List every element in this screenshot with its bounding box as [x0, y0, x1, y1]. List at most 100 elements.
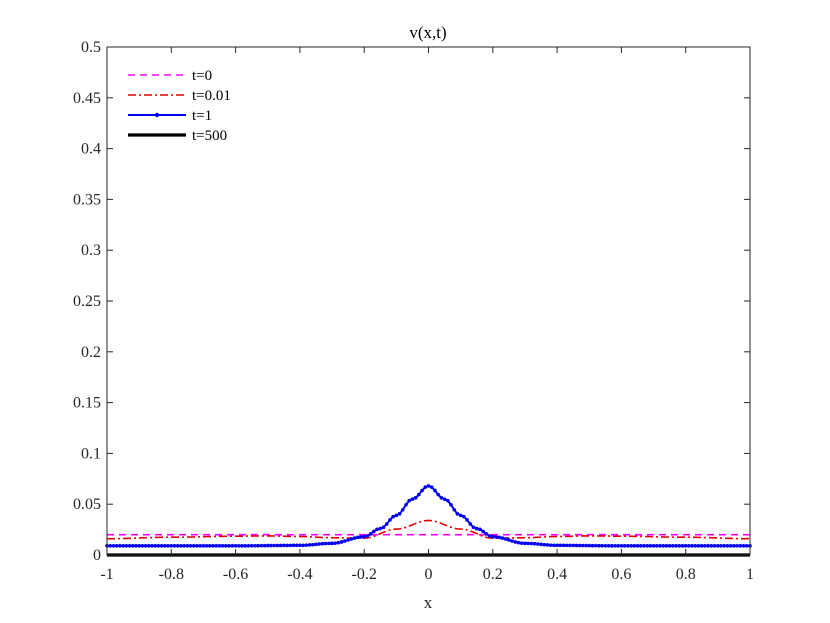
series-point: [654, 544, 659, 548]
series-point: [381, 525, 386, 530]
series-point: [658, 544, 662, 548]
x-tick-label: 1: [746, 566, 754, 583]
series-point: [185, 544, 190, 548]
series-point: [282, 543, 286, 548]
series-point: [696, 544, 701, 548]
series-point: [346, 538, 350, 542]
series-point: [474, 526, 479, 531]
series-point: [581, 543, 585, 548]
y-tick-label: 0.5: [81, 39, 101, 56]
series-point: [201, 544, 206, 548]
series-point: [587, 543, 592, 548]
series-point: [339, 540, 344, 544]
series-point: [404, 502, 408, 507]
series-point: [471, 525, 476, 530]
series-point: [510, 539, 514, 543]
series-point: [182, 544, 186, 548]
series-point: [664, 544, 669, 548]
series-point: [169, 544, 174, 548]
x-tick-label: 0.8: [676, 566, 696, 583]
series-point: [677, 544, 682, 548]
series-point: [159, 544, 164, 548]
series-point: [256, 543, 260, 548]
x-tick-label: -1: [100, 566, 113, 583]
series-point: [564, 543, 569, 548]
series-point: [111, 544, 116, 548]
series-point: [613, 544, 617, 548]
series-point: [230, 544, 235, 548]
series-point: [391, 514, 395, 519]
series-point: [433, 488, 437, 493]
chart-title: v(x,t): [409, 23, 446, 42]
series-point: [237, 544, 241, 548]
series-point: [651, 544, 656, 548]
series-point: [372, 529, 376, 534]
series-point: [420, 488, 424, 493]
series-point: [127, 544, 132, 548]
series-point: [188, 544, 193, 548]
series-point: [671, 544, 675, 548]
series-point: [449, 502, 453, 507]
series-point: [445, 498, 450, 503]
series-point: [114, 544, 119, 548]
series-point: [217, 544, 222, 548]
series-point: [561, 543, 566, 548]
series-point: [465, 518, 469, 522]
y-tick-label: 0.4: [81, 141, 101, 158]
series-point: [259, 543, 264, 548]
series-point: [265, 543, 270, 548]
series-point: [429, 485, 434, 489]
series-point: [294, 543, 299, 548]
series-point: [500, 536, 505, 540]
series-point: [349, 537, 354, 541]
series-point: [687, 544, 691, 548]
series-point: [330, 541, 334, 546]
series-point: [233, 544, 238, 548]
y-tick-label: 0.15: [73, 395, 101, 412]
series-point: [253, 543, 257, 548]
series-point: [368, 532, 373, 536]
series-t-1: [105, 484, 752, 548]
series-point: [198, 544, 203, 548]
series-point: [503, 537, 508, 541]
series-point: [352, 536, 357, 540]
series-point: [519, 541, 524, 545]
x-tick-label: 0.2: [483, 566, 503, 583]
series-point: [609, 544, 614, 548]
series-point: [539, 542, 543, 547]
y-tick-label: 0.25: [73, 293, 101, 310]
series-point: [680, 544, 685, 548]
series-point: [622, 544, 627, 548]
series-point: [536, 542, 540, 546]
series-point: [452, 507, 457, 512]
x-tick-label: 0.4: [547, 566, 567, 583]
series-point: [166, 544, 170, 548]
y-tick-label: 0.35: [73, 191, 101, 208]
series-point: [147, 544, 151, 548]
series-point: [365, 534, 370, 538]
series-point: [108, 544, 113, 548]
series-point: [674, 544, 678, 548]
series-point: [532, 541, 537, 546]
series-point: [134, 544, 138, 548]
series-point: [426, 484, 431, 488]
y-tick-label: 0: [93, 547, 101, 564]
series-point: [118, 544, 122, 548]
series-point: [208, 544, 212, 548]
series-point: [619, 544, 624, 548]
series-point: [513, 540, 518, 544]
legend: t=0 t=0.01 t=1 t=500: [128, 68, 231, 144]
series-point: [140, 544, 145, 548]
series-point: [336, 540, 341, 545]
series-point: [137, 544, 141, 548]
series-t-0-01: [106, 519, 751, 540]
series-point: [192, 544, 196, 548]
series-point: [243, 544, 248, 548]
legend-label: t=0.01: [192, 88, 231, 104]
series-point: [542, 542, 547, 547]
x-tick-label: 0: [425, 566, 433, 583]
series-point: [548, 543, 553, 547]
y-tick-label: 0.45: [73, 90, 101, 107]
series-point: [661, 544, 665, 548]
series-point: [355, 535, 360, 540]
